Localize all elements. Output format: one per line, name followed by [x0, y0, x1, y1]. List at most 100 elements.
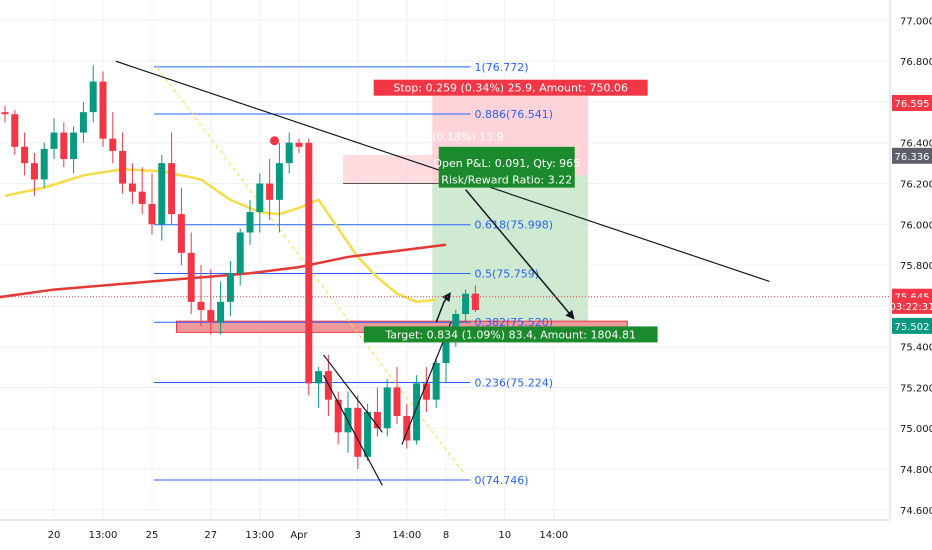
- price-tick-label: 77.000: [900, 16, 932, 27]
- price-tick-label: 74.600: [900, 506, 932, 517]
- candle-body: [138, 191, 146, 204]
- price-label-bg: [892, 94, 932, 111]
- candle-body: [403, 416, 411, 441]
- candle-body: [275, 163, 283, 200]
- time-tick-label: 3: [355, 530, 361, 541]
- open-pl-box: [438, 146, 575, 188]
- candle-body: [266, 183, 274, 200]
- candle-body: [158, 163, 166, 225]
- candle-body: [207, 309, 215, 323]
- candle-body: [226, 273, 234, 302]
- candle-body: [442, 338, 450, 363]
- candle-body: [177, 214, 185, 253]
- candle-body: [236, 232, 244, 274]
- price-axis[interactable]: 77.00076.80076.60076.40076.20076.00075.8…: [889, 0, 932, 550]
- time-axis[interactable]: 20 13:00 25 27 13:00 Apr 3 14:00 8 10 14:00: [0, 519, 932, 550]
- fib-level-label: 0.886(76.541): [475, 108, 554, 121]
- target-label: Target: 0.834 (1.09%) 83.4, Amount: 1804…: [384, 328, 636, 341]
- price-label-bg: [892, 317, 932, 334]
- candle-body: [148, 203, 156, 225]
- candle-body: [119, 150, 127, 184]
- candle-body: [462, 293, 470, 315]
- candle-body: [373, 411, 381, 429]
- candle-body: [422, 383, 430, 400]
- candle-body: [70, 132, 78, 160]
- risk-reward-zones: [176, 95, 628, 333]
- open-pl-label: Open P&L: 0.091, Qty: 965: [433, 157, 580, 170]
- candle-body: [217, 301, 225, 323]
- risk-reward-label: Risk/Reward Ratio: 3.22: [441, 173, 572, 186]
- price-tick-label: 76.000: [900, 220, 932, 231]
- fib-level-label: 0(74.746): [475, 474, 529, 487]
- candle-body: [246, 212, 254, 233]
- candle-body: [21, 146, 29, 164]
- time-tick-label: Apr: [290, 530, 308, 541]
- wedge-lower-line: [322, 374, 383, 486]
- time-tick-label: 20: [48, 530, 61, 541]
- time-tick-label: 8: [443, 530, 449, 541]
- small-position-label: (0.18%) 13.9: [432, 131, 504, 144]
- price-label: 76.336: [895, 152, 930, 163]
- price-label: 75.502: [895, 322, 930, 333]
- stop-label: Stop: 0.259 (0.34%) 25.9, Amount: 750.06: [393, 82, 628, 95]
- price-tick-label: 75.200: [900, 383, 932, 394]
- candle-body: [354, 407, 362, 457]
- price-axis-bg: [890, 0, 932, 550]
- candle-body: [40, 148, 48, 180]
- candle-body: [285, 142, 293, 164]
- candle-body: [187, 252, 195, 302]
- time-tick-label: 27: [204, 530, 217, 541]
- slow-ma-line: [0, 243, 447, 299]
- price-label-bg: [892, 147, 932, 164]
- breakout-line: [401, 321, 452, 445]
- candle-body: [11, 114, 19, 147]
- price-label-bg: [892, 297, 932, 314]
- candle-body: [452, 314, 460, 339]
- price-tick-label: 74.800: [900, 465, 932, 476]
- price-tick-label: 75.000: [900, 424, 932, 435]
- fib-level-label: 0.5(75.759): [475, 267, 540, 280]
- marker-dot: [270, 136, 279, 146]
- candle-body: [471, 293, 479, 310]
- candle-body: [334, 399, 342, 433]
- candle-body: [30, 163, 38, 180]
- candle-body: [256, 183, 264, 213]
- fib-level-label: 0.618(75.998): [475, 219, 554, 232]
- price-tick-label: 75.800: [900, 261, 932, 272]
- candle-body: [50, 132, 58, 149]
- candle-body: [305, 142, 313, 384]
- candle-body: [89, 81, 97, 113]
- candle-body: [364, 411, 372, 457]
- candle-body: [99, 81, 107, 139]
- fib-level-label: 1(76.772): [475, 61, 529, 74]
- candle-body: [197, 301, 205, 310]
- time-tick-label: 10: [498, 530, 511, 541]
- annotations: Stop: 0.259 (0.34%) 25.9, Amount: 750.06…: [0, 79, 890, 343]
- time-tick-label: 14:00: [392, 530, 421, 541]
- candle-body: [432, 362, 440, 400]
- price-label: 03:22:31: [890, 302, 932, 313]
- candle-body: [413, 383, 421, 441]
- candle-body: [168, 163, 176, 215]
- candle-body: [383, 387, 391, 429]
- time-tick-label: 13:00: [89, 530, 118, 541]
- stop-label-bg: [373, 79, 648, 96]
- profit-zone: [432, 175, 589, 327]
- candle-body: [128, 183, 136, 192]
- fib-level-label: 0.236(75.224): [475, 377, 554, 390]
- candle-body: [393, 387, 401, 416]
- time-tick-label: 13:00: [245, 530, 274, 541]
- price-tick-label: 76.800: [900, 57, 932, 68]
- grid: [0, 0, 890, 520]
- candle-body: [295, 142, 303, 147]
- candle-body: [60, 132, 68, 160]
- time-tick-label: 25: [146, 530, 159, 541]
- time-axis-bg: [0, 520, 932, 550]
- fib-level-label: 0.382(75.520): [475, 316, 554, 329]
- price-tick-label: 76.200: [900, 180, 932, 191]
- wedge-upper-line: [323, 354, 383, 433]
- candle-body: [79, 112, 87, 133]
- moving-averages: [0, 167, 447, 304]
- candle-body: [1, 112, 9, 115]
